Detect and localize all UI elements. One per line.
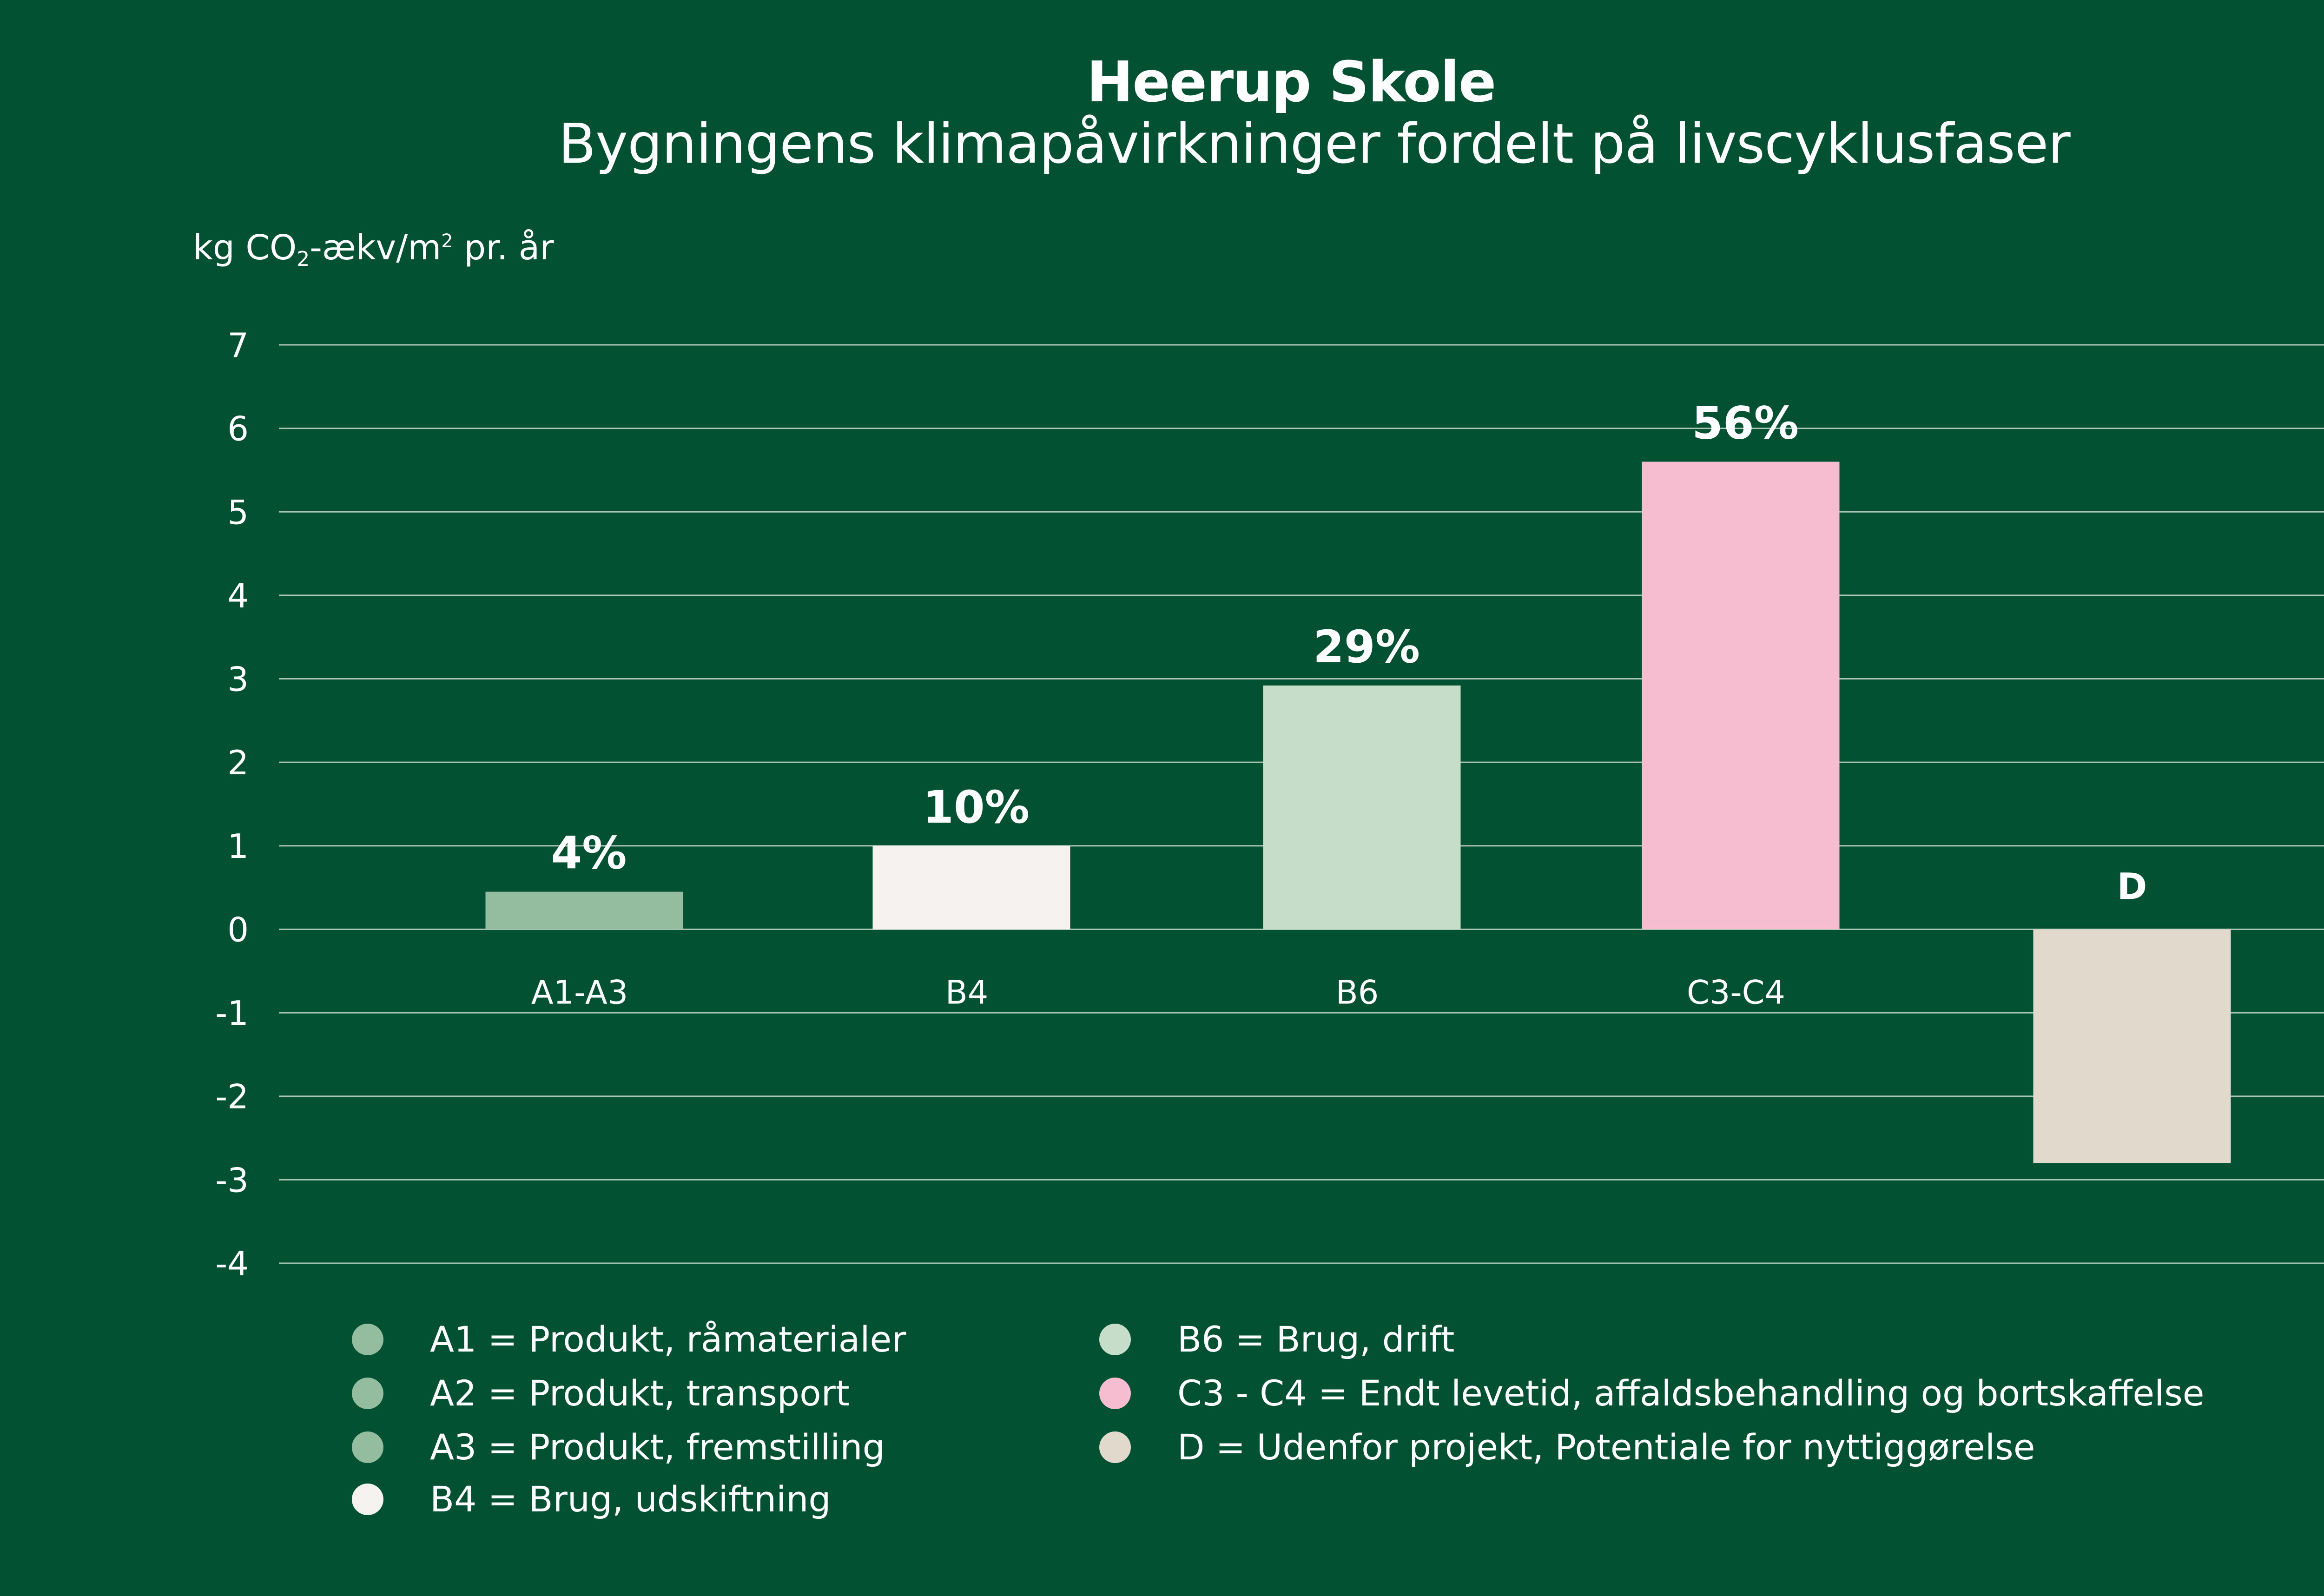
legend-label: A2 = Produkt, transport — [430, 1372, 850, 1414]
legend-swatch — [352, 1324, 383, 1355]
legend-item: A2 = Produkt, transport — [352, 1376, 850, 1411]
bar — [2033, 929, 2231, 1163]
y-tick-label: 1 — [227, 827, 249, 866]
legend-item: B6 = Brug, drift — [1099, 1322, 1454, 1357]
bar — [1263, 685, 1461, 930]
category-label: A1-A3 — [531, 973, 628, 1011]
legend-swatch — [1099, 1431, 1131, 1463]
legend-swatch — [352, 1378, 383, 1409]
y-tick-label: -4 — [215, 1244, 249, 1283]
y-tick-label: -1 — [215, 994, 249, 1033]
bar — [1642, 462, 1840, 930]
y-tick-label: -2 — [215, 1077, 249, 1116]
y-axis-label-prefix: kg CO — [193, 228, 297, 268]
legend-label: B4 = Brug, udskiftning — [430, 1478, 831, 1520]
legend-swatch — [352, 1431, 383, 1463]
y-axis-label: kg CO2-ækv/m2 pr. år — [193, 228, 554, 271]
y-axis-label-superscript: 2 — [441, 231, 453, 252]
y-axis-label-middle: -ækv/m — [310, 228, 442, 268]
legend-swatch — [1099, 1324, 1131, 1355]
legend-item: D = Udenfor projekt, Potentiale for nytt… — [1099, 1430, 2035, 1465]
bar — [485, 891, 683, 930]
chart-subtitle: Bygningens klimapåvirkninger fordelt på … — [558, 112, 2070, 176]
y-tick-label: 6 — [227, 409, 249, 448]
legend-item: A3 = Produkt, fremstilling — [352, 1430, 885, 1465]
category-label: C3-C4 — [1687, 973, 1785, 1011]
category-label: B4 — [945, 973, 989, 1011]
y-tick-label: 5 — [227, 493, 249, 532]
legend-swatch — [1099, 1378, 1131, 1409]
y-axis-label-suffix: pr. år — [453, 228, 554, 268]
y-tick-label: 7 — [227, 326, 249, 365]
y-tick-label: 3 — [227, 660, 249, 699]
data-label: 10% — [923, 781, 1030, 833]
legend-item: B4 = Brug, udskiftning — [352, 1482, 831, 1517]
legend-swatch — [352, 1484, 383, 1515]
legend-label: C3 - C4 = Endt levetid, affaldsbehandlin… — [1177, 1372, 2205, 1414]
data-label: D — [2117, 866, 2147, 908]
data-label: 29% — [1313, 621, 1420, 673]
legend-item: C3 - C4 = Endt levetid, affaldsbehandlin… — [1099, 1376, 2205, 1411]
category-label: B6 — [1336, 973, 1379, 1011]
legend-label: D = Udenfor projekt, Potentiale for nytt… — [1177, 1426, 2035, 1468]
bar — [872, 845, 1070, 930]
y-tick-label: 4 — [227, 576, 249, 615]
y-tick-label: 0 — [227, 910, 249, 949]
y-tick-label: 2 — [227, 743, 249, 782]
data-label: 56% — [1692, 397, 1799, 449]
legend-label: A3 = Produkt, fremstilling — [430, 1426, 885, 1468]
y-axis-label-subscript: 2 — [297, 247, 310, 271]
data-label: 4% — [551, 827, 627, 879]
legend-label: A1 = Produkt, råmaterialer — [430, 1319, 906, 1360]
legend-label: B6 = Brug, drift — [1177, 1319, 1455, 1360]
legend-item: A1 = Produkt, råmaterialer — [352, 1322, 906, 1357]
chart-title: Heerup Skole — [1086, 50, 1496, 115]
y-tick-label: -3 — [215, 1161, 249, 1200]
